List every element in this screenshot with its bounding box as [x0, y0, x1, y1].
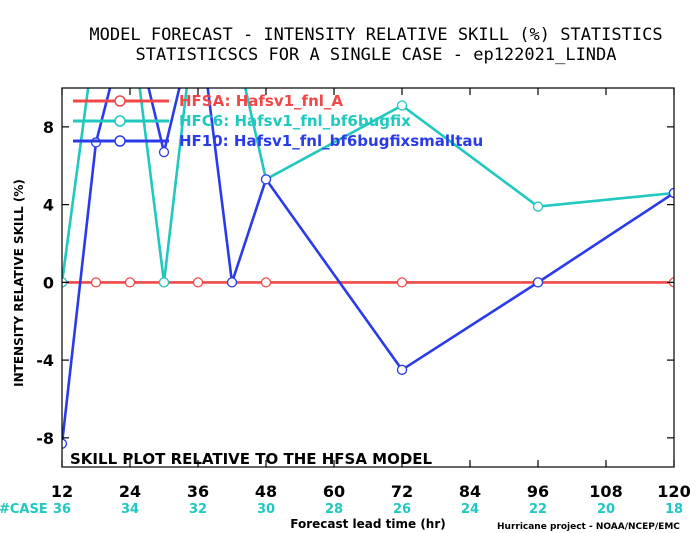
data-point [62, 438, 68, 449]
data-point [158, 146, 170, 158]
y-tick-label: -8 [36, 429, 54, 448]
x-tick-label: 36 [187, 482, 209, 501]
x-tick-label: 120 [657, 482, 690, 501]
legend-label: HF10: Hafsv1_fnl_bf6bugfixsmalltau [179, 132, 483, 150]
data-point [396, 100, 408, 111]
data-point [158, 277, 170, 288]
series-line-1 [62, 88, 674, 284]
series-line-2 [62, 88, 674, 444]
data-point [126, 6, 135, 15]
x-axis-label: Forecast lead time (hr) [290, 517, 446, 531]
x-tick-label: 72 [391, 482, 413, 501]
case-count: 30 [257, 502, 275, 517]
case-count: 32 [189, 502, 207, 517]
case-count: 24 [461, 502, 479, 517]
x-tick-label: 108 [589, 482, 622, 501]
data-point [194, 6, 203, 15]
y-tick-label: 8 [43, 118, 54, 137]
legend-label: HFSA: Hafsv1_fnl_A [179, 92, 343, 110]
x-axis: 12 24 36 48 60 72 84 96 108 120 [51, 88, 691, 501]
data-point [260, 277, 272, 288]
x-tick-label: 84 [459, 482, 481, 501]
case-count: 26 [393, 502, 411, 517]
case-count: 28 [325, 502, 343, 517]
data-point [192, 277, 204, 288]
case-label: #CASE [0, 502, 48, 517]
case-count: 20 [597, 502, 615, 517]
legend: HFSA: Hafsv1_fnl_A HFC6: Hafsv1_fnl_bf6bu… [73, 92, 483, 150]
data-point [396, 364, 408, 375]
legend-label: HFC6: Hafsv1_fnl_bf6bugfix [179, 112, 411, 130]
case-count-row: #CASE 36 34 32 30 28 26 24 22 20 18 [0, 502, 683, 517]
plot-frame [61, 87, 675, 468]
credit-text: Hurricane project - NOAA/NCEP/EMC [497, 522, 680, 532]
legend-marker [114, 95, 126, 107]
y-axis: -8 -4 0 4 8 [36, 118, 674, 448]
data-point [396, 277, 408, 288]
data-point [668, 187, 674, 199]
data-point [126, 6, 135, 15]
case-count: 34 [121, 502, 139, 517]
data-point [532, 277, 544, 288]
data-point [90, 277, 102, 288]
chart-subtitle: STATISTICSCS FOR A SINGLE CASE - ep12202… [135, 45, 616, 65]
chart-title: MODEL FORECAST - INTENSITY RELATIVE SKIL… [89, 25, 662, 45]
series-layer [62, 6, 674, 449]
case-count: 22 [529, 502, 547, 517]
skill-annotation: SKILL PLOT RELATIVE TO THE HFSA MODEL [70, 450, 433, 468]
data-point [124, 277, 136, 288]
y-tick-label: 4 [43, 196, 54, 215]
y-axis-label: INTENSITY RELATIVE SKILL (%) [12, 179, 26, 387]
x-tick-label: 60 [323, 482, 345, 501]
case-count: 18 [665, 502, 683, 517]
x-tick-label: 12 [51, 482, 73, 501]
y-tick-label: 0 [43, 273, 54, 292]
legend-marker [114, 135, 126, 147]
y-tick-label: -4 [36, 351, 54, 370]
data-point [226, 277, 238, 288]
x-tick-label: 96 [527, 482, 549, 501]
x-tick-label: 48 [255, 482, 277, 501]
x-tick-label: 24 [119, 482, 141, 501]
case-count: 36 [53, 502, 71, 517]
data-point [532, 201, 544, 212]
legend-marker [114, 115, 126, 127]
data-point [260, 174, 272, 185]
